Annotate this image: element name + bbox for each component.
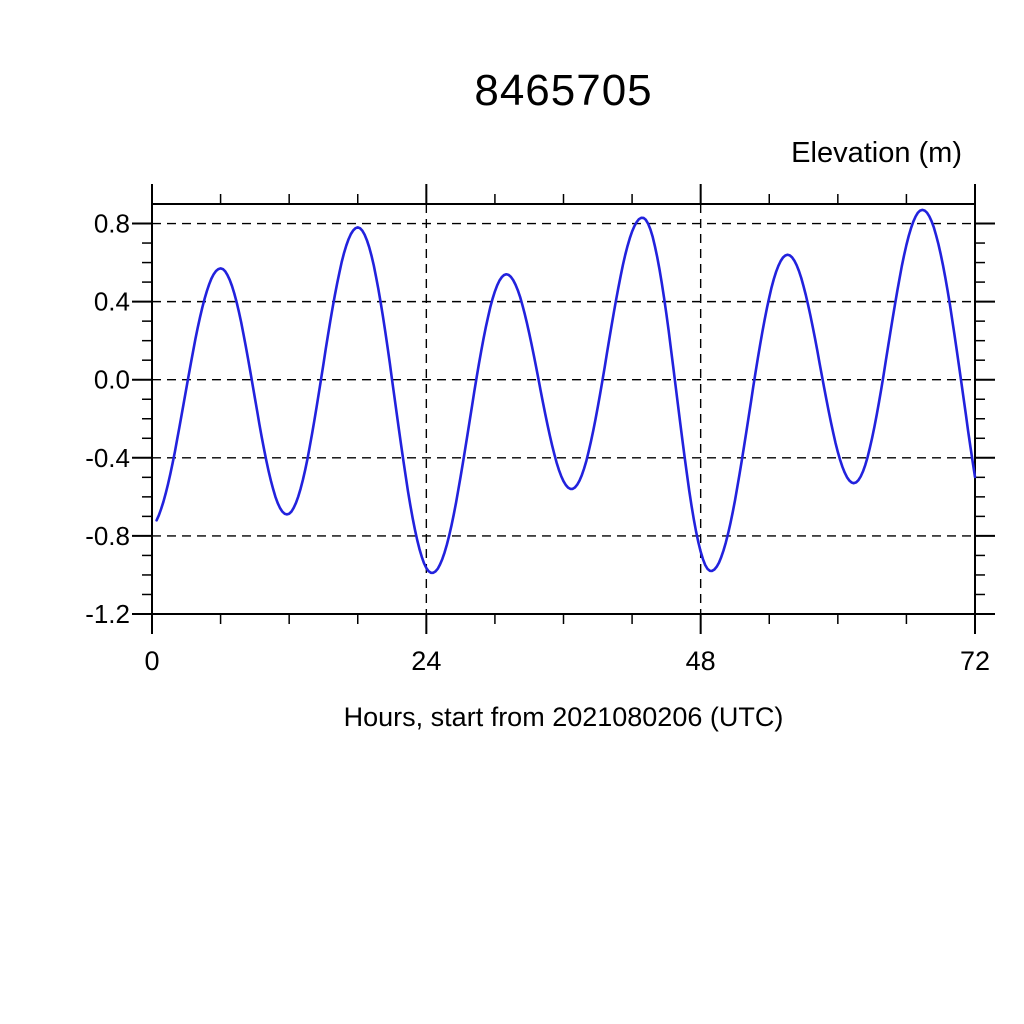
- x-tick-label: 48: [686, 646, 716, 676]
- tide-elevation-curve: [155, 208, 977, 575]
- y-tick-label: 0.8: [94, 209, 130, 239]
- x-tick-label: 0: [144, 646, 159, 676]
- y-tick-label: -0.4: [85, 443, 130, 473]
- x-tick-label: 24: [411, 646, 441, 676]
- y-tick-label: -0.8: [85, 521, 130, 551]
- elevation-unit-label: Elevation (m): [791, 137, 962, 169]
- x-axis-label: Hours, start from 2021080206 (UTC): [343, 702, 784, 732]
- x-tick-label: 72: [960, 646, 990, 676]
- y-tick-label: -1.2: [85, 599, 130, 629]
- y-tick-label: 0.4: [94, 287, 130, 317]
- chart-title: 8465705: [474, 66, 653, 115]
- y-tick-label: 0.0: [94, 365, 130, 395]
